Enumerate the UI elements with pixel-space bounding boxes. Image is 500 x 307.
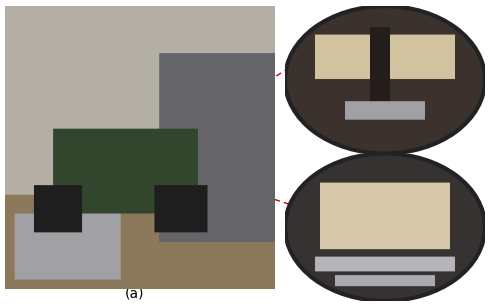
Text: (a): (a) [125,287,145,301]
Text: (b): (b) [380,287,400,301]
